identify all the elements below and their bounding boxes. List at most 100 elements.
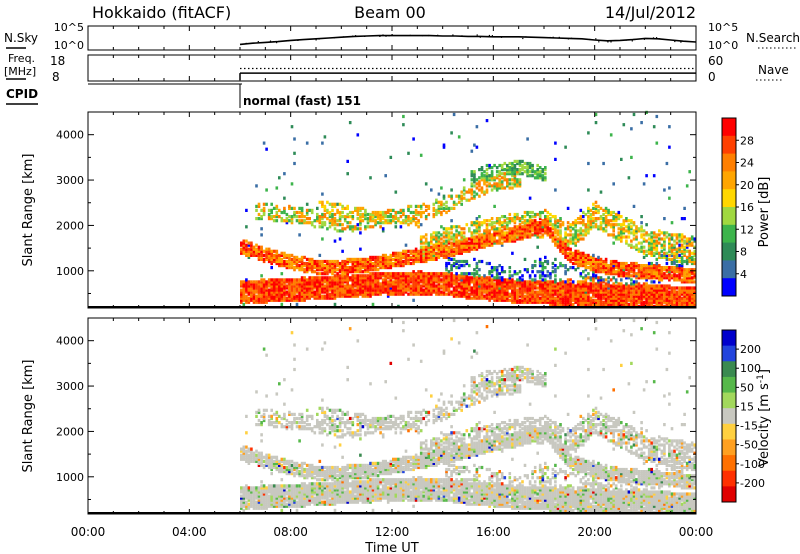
power-cell <box>452 264 456 268</box>
power-cell <box>551 227 555 231</box>
power-cell <box>333 221 337 225</box>
power-cell <box>240 298 243 302</box>
power-cell <box>569 229 572 233</box>
power-cell <box>316 288 319 292</box>
power-cell <box>424 253 428 257</box>
power-cell <box>392 264 395 268</box>
power-cell <box>435 245 438 249</box>
power-cell <box>506 225 509 229</box>
power-cell <box>609 133 613 137</box>
velocity-cell <box>252 451 256 455</box>
power-cell <box>632 112 636 117</box>
power-cell <box>559 286 562 290</box>
power-cell <box>341 249 344 253</box>
power-cell <box>521 292 524 296</box>
power-cell <box>597 264 600 268</box>
power-cell <box>257 253 261 257</box>
power-cell <box>470 272 474 276</box>
power-cell <box>346 284 349 288</box>
power-cell <box>260 217 263 221</box>
power-cell <box>594 225 598 229</box>
power-y-tick-label: 4000 <box>56 129 84 142</box>
power-cell <box>295 261 299 266</box>
power-colorbar-tick-label: 28 <box>740 134 754 147</box>
power-cell <box>521 231 524 235</box>
power-cell <box>316 215 319 219</box>
power-cell <box>341 294 344 298</box>
power-cell <box>688 249 691 253</box>
power-cell <box>402 284 405 288</box>
power-cell <box>460 284 463 288</box>
power-cell <box>622 235 626 239</box>
power-cell <box>556 219 560 223</box>
power-cell <box>290 290 294 294</box>
power-cell <box>412 251 415 255</box>
power-cell <box>541 176 545 180</box>
power-cell <box>470 278 474 282</box>
power-cell <box>576 286 580 290</box>
power-cell <box>592 272 595 276</box>
noise-search-point <box>355 35 357 37</box>
power-cell <box>386 294 390 298</box>
power-cell <box>278 296 281 300</box>
power-cell <box>566 221 570 225</box>
power-cell <box>394 221 398 225</box>
power-cell <box>402 255 405 259</box>
power-cell <box>374 280 377 284</box>
power-cell <box>384 174 387 178</box>
power-cell <box>300 288 304 292</box>
power-cell <box>457 284 461 288</box>
power-cell <box>394 280 398 284</box>
power-cell <box>508 161 512 166</box>
power-cell <box>635 243 638 247</box>
power-cell <box>308 286 311 290</box>
power-cell <box>513 159 517 163</box>
power-cell <box>483 239 486 243</box>
power-cell <box>341 264 344 268</box>
power-cell <box>526 219 529 223</box>
power-cell <box>500 286 504 290</box>
power-cell <box>604 286 608 290</box>
power-cell <box>412 259 415 264</box>
noise-search-point <box>589 38 591 41</box>
power-cell <box>310 259 314 264</box>
power-cell <box>513 215 517 219</box>
power-cell <box>285 292 289 296</box>
power-cell <box>518 231 522 235</box>
power-cell <box>538 217 542 221</box>
power-cell <box>359 274 362 278</box>
power-cell <box>278 288 281 292</box>
power-cell <box>397 276 400 280</box>
power-cell <box>333 217 337 221</box>
power-cell <box>260 208 263 212</box>
power-cell <box>500 278 504 282</box>
power-cell <box>627 235 631 239</box>
power-cell <box>290 253 294 257</box>
power-cell <box>437 255 441 259</box>
power-cell <box>430 282 433 286</box>
power-cell <box>457 282 461 286</box>
power-cell <box>528 292 532 296</box>
noise-search-point <box>452 34 454 36</box>
power-cell <box>369 215 372 219</box>
power-cell <box>493 182 496 186</box>
noise-right-tick-high: 10^5 <box>708 21 738 34</box>
power-cell <box>551 286 555 290</box>
noise-sky-line <box>239 34 697 46</box>
power-cell <box>599 292 603 296</box>
power-cell <box>541 294 545 298</box>
power-cell <box>371 212 375 217</box>
power-cell <box>566 286 570 290</box>
power-cell <box>371 219 375 223</box>
power-cell <box>445 229 448 233</box>
power-cell <box>569 300 572 304</box>
power-cell <box>285 253 289 257</box>
power-cell <box>579 290 583 294</box>
power-cell <box>470 288 474 292</box>
power-cell <box>437 292 441 296</box>
power-cell <box>417 257 420 261</box>
power-cell <box>260 292 263 296</box>
power-cell <box>336 223 339 227</box>
power-cell <box>604 282 608 286</box>
power-cell <box>414 257 418 261</box>
